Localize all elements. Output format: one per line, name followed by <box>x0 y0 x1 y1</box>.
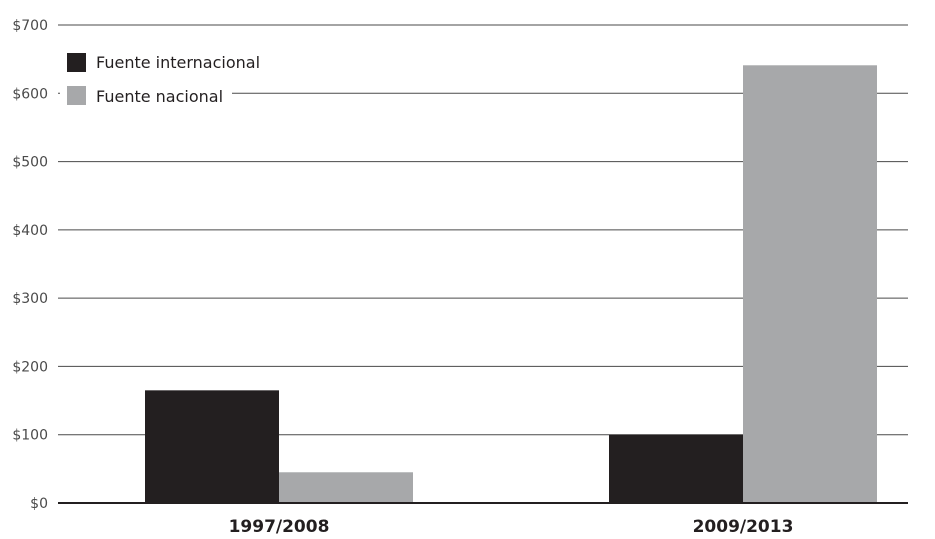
y-tick-label-700: $700 <box>12 18 48 34</box>
legend: Fuente internacional Fuente nacional <box>60 44 260 110</box>
legend-label-fuente-nacional: Fuente nacional <box>96 87 223 106</box>
y-tick-label-0: $0 <box>30 496 48 512</box>
legend-swatch-fuente-nacional <box>67 86 86 105</box>
x-category-label-0: 1997/2008 <box>229 517 330 537</box>
legend-label-fuente-internacional: Fuente internacional <box>96 53 260 72</box>
y-tick-label-400: $400 <box>12 223 48 239</box>
bar-fuente-nacional-1 <box>743 65 877 503</box>
y-tick-label-500: $500 <box>12 155 48 171</box>
y-tick-label-600: $600 <box>12 86 48 102</box>
bars <box>145 65 877 503</box>
x-category-label-1: 2009/2013 <box>693 517 794 537</box>
y-axis-tick-labels: $0 $100 $200 $300 $400 $500 $600 $700 <box>12 18 48 512</box>
y-tick-label-100: $100 <box>12 428 48 444</box>
x-axis-category-labels: 1997/2008 2009/2013 <box>229 517 794 537</box>
bar-fuente-nacional-0 <box>279 472 413 503</box>
bar-fuente-internacional-0 <box>145 390 279 503</box>
bar-fuente-internacional-1 <box>609 434 743 503</box>
legend-swatch-fuente-internacional <box>67 53 86 72</box>
legend-background <box>60 44 232 110</box>
y-tick-label-200: $200 <box>12 359 48 375</box>
y-tick-label-300: $300 <box>12 291 48 307</box>
